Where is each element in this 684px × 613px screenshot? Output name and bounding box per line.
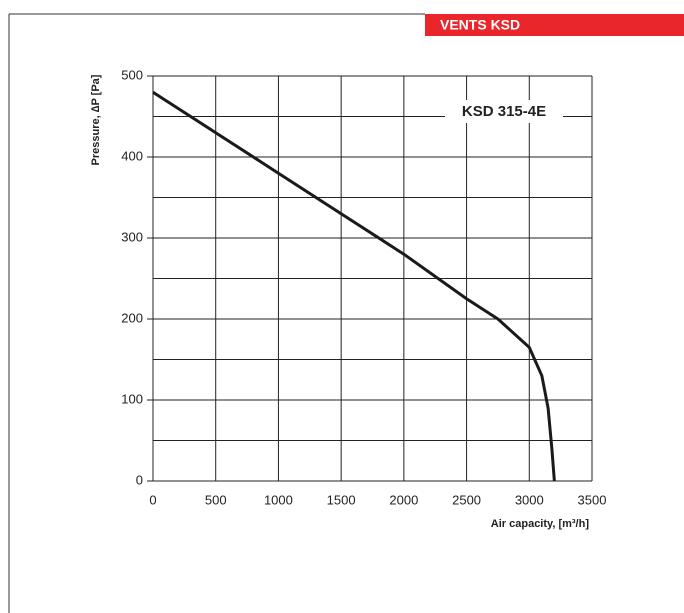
y-tick-label: 300 (121, 229, 143, 244)
x-tick-label: 3500 (578, 492, 607, 507)
curve (152, 90, 556, 482)
x-tick-label: 1000 (264, 492, 293, 507)
legend-box (445, 100, 563, 123)
y-tick-label: 200 (121, 310, 143, 325)
y-axis-label: Pressure, ∆P [Pa] (90, 74, 102, 165)
legend-label: KSD 315-4E (462, 103, 546, 120)
y-tick-label: 400 (121, 148, 143, 163)
y-tick-label: 0 (136, 472, 143, 487)
x-tick-label: 3000 (515, 492, 544, 507)
x-tick-label: 2500 (452, 492, 481, 507)
y-tick-label: 500 (121, 67, 143, 82)
y-tick-label: 100 (121, 391, 143, 406)
x-tick-label: 0 (149, 492, 156, 507)
x-tick-label: 1500 (327, 492, 356, 507)
x-tick-label: 500 (205, 492, 227, 507)
x-axis-label: Air capacity, [m³/h] (491, 518, 590, 530)
brand-title: VENTS KSD (440, 17, 520, 33)
brand-banner (425, 14, 684, 36)
x-tick-label: 2000 (389, 492, 418, 507)
